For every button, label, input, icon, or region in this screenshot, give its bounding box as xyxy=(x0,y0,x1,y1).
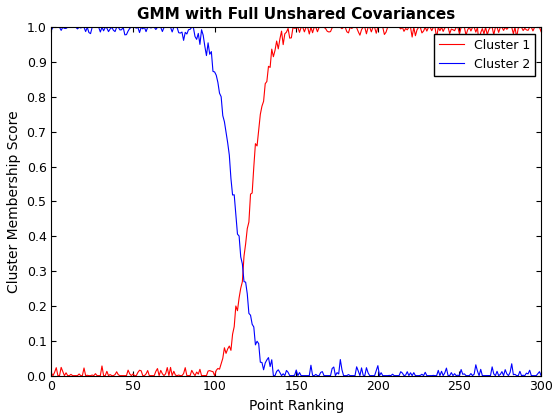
Cluster 2 xyxy=(505,373,512,378)
Cluster 1 xyxy=(538,29,544,34)
Cluster 2 xyxy=(538,373,544,378)
Cluster 2 xyxy=(464,373,471,378)
Cluster 1 xyxy=(386,25,393,30)
Cluster 2 xyxy=(264,357,270,362)
Cluster 1 xyxy=(295,25,301,30)
Cluster 1 xyxy=(464,27,471,32)
Cluster 1 xyxy=(247,192,254,197)
Cluster 1 xyxy=(264,79,270,84)
Cluster 1 xyxy=(437,28,444,33)
X-axis label: Point Ranking: Point Ranking xyxy=(249,399,344,413)
Cluster 2 xyxy=(50,25,57,30)
Cluster 2 xyxy=(437,373,444,378)
Title: GMM with Full Unshared Covariances: GMM with Full Unshared Covariances xyxy=(137,7,455,22)
Cluster 2 xyxy=(48,28,55,33)
Line: Cluster 1: Cluster 1 xyxy=(52,27,541,375)
Legend: Cluster 1, Cluster 2: Cluster 1, Cluster 2 xyxy=(433,34,535,76)
Cluster 2 xyxy=(247,313,254,318)
Y-axis label: Cluster Membership Score: Cluster Membership Score xyxy=(7,110,21,293)
Line: Cluster 2: Cluster 2 xyxy=(52,27,541,375)
Cluster 2 xyxy=(270,373,277,378)
Cluster 2 xyxy=(386,373,393,378)
Cluster 1 xyxy=(505,25,512,30)
Cluster 1 xyxy=(48,370,55,375)
Cluster 1 xyxy=(50,373,57,378)
